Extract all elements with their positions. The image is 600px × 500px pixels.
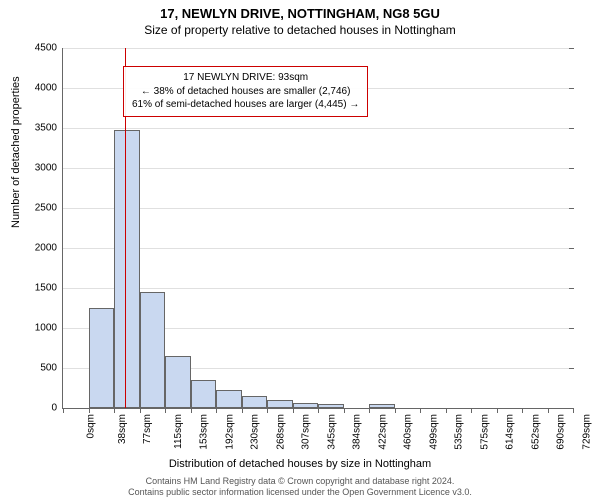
xtick-mark [267,408,268,413]
xtick-mark [293,408,294,413]
xtick-label: 115sqm [172,414,183,449]
xtick-label: 38sqm [117,414,128,444]
xtick-label: 230sqm [250,414,261,450]
histogram-bar [140,292,166,408]
annotation-box: 17 NEWLYN DRIVE: 93sqm← 38% of detached … [123,66,368,117]
xtick-mark [242,408,243,413]
ytick-mark [569,368,574,369]
annotation-line: 17 NEWLYN DRIVE: 93sqm [132,71,359,85]
xtick-label: 575sqm [479,414,490,450]
gridline [63,48,573,49]
ytick-label: 1500 [35,283,57,294]
xtick-label: 153sqm [199,414,210,450]
histogram-bar [114,130,140,408]
gridline [63,128,573,129]
footnote-line-2: Contains public sector information licen… [0,487,600,498]
xtick-mark [114,408,115,413]
xtick-mark [522,408,523,413]
ytick-mark [569,288,574,289]
histogram-bar [165,356,191,408]
ytick-label: 4500 [35,43,57,54]
xtick-label: 0sqm [85,414,96,438]
xtick-mark [140,408,141,413]
histogram-bar [369,404,395,408]
histogram-bar [216,390,242,408]
xtick-mark [216,408,217,413]
histogram-bar [191,380,217,408]
xtick-label: 460sqm [403,414,414,450]
page-title: 17, NEWLYN DRIVE, NOTTINGHAM, NG8 5GU [0,0,600,21]
ytick-label: 1000 [35,323,57,334]
xtick-mark [420,408,421,413]
gridline [63,208,573,209]
xtick-label: 422sqm [377,414,388,450]
page-subtitle: Size of property relative to detached ho… [0,21,600,37]
xtick-mark [497,408,498,413]
xtick-label: 384sqm [352,414,363,450]
ytick-mark [569,48,574,49]
xtick-label: 535sqm [454,414,465,450]
xtick-mark [573,408,574,413]
ytick-mark [569,208,574,209]
xtick-label: 307sqm [301,414,312,450]
gridline [63,168,573,169]
footnote-line-1: Contains HM Land Registry data © Crown c… [0,476,600,487]
xtick-mark [165,408,166,413]
ytick-mark [569,328,574,329]
ytick-mark [569,248,574,249]
annotation-line: ← 38% of detached houses are smaller (2,… [132,85,359,99]
ytick-mark [569,128,574,129]
xtick-mark [318,408,319,413]
ytick-label: 4000 [35,83,57,94]
xtick-mark [548,408,549,413]
xtick-label: 268sqm [275,414,286,450]
histogram-bar [267,400,293,408]
ytick-label: 3500 [35,123,57,134]
xtick-label: 729sqm [581,414,592,450]
ytick-label: 3000 [35,163,57,174]
xtick-label: 652sqm [530,414,541,450]
xtick-mark [344,408,345,413]
histogram-bar [293,403,319,408]
xtick-label: 499sqm [428,414,439,450]
xtick-mark [446,408,447,413]
xtick-mark [89,408,90,413]
gridline [63,248,573,249]
xtick-mark [369,408,370,413]
xtick-label: 192sqm [224,414,235,450]
histogram-bar [242,396,268,408]
x-axis-label: Distribution of detached houses by size … [0,458,600,470]
y-axis-label: Number of detached properties [10,76,22,228]
xtick-label: 690sqm [556,414,567,450]
ytick-label: 2000 [35,243,57,254]
histogram-bar [318,404,344,408]
xtick-mark [191,408,192,413]
ytick-mark [569,88,574,89]
xtick-label: 77sqm [142,414,153,444]
xtick-mark [63,408,64,413]
histogram-bar [89,308,115,408]
ytick-label: 2500 [35,203,57,214]
ytick-label: 0 [51,403,57,414]
ytick-label: 500 [40,363,57,374]
ytick-mark [569,168,574,169]
xtick-mark [395,408,396,413]
gridline [63,288,573,289]
xtick-label: 614sqm [505,414,516,450]
annotation-line: 61% of semi-detached houses are larger (… [132,98,359,112]
xtick-label: 345sqm [326,414,337,450]
xtick-mark [471,408,472,413]
footnote: Contains HM Land Registry data © Crown c… [0,476,600,498]
chart-plot-area: 0500100015002000250030003500400045000sqm… [62,48,573,409]
